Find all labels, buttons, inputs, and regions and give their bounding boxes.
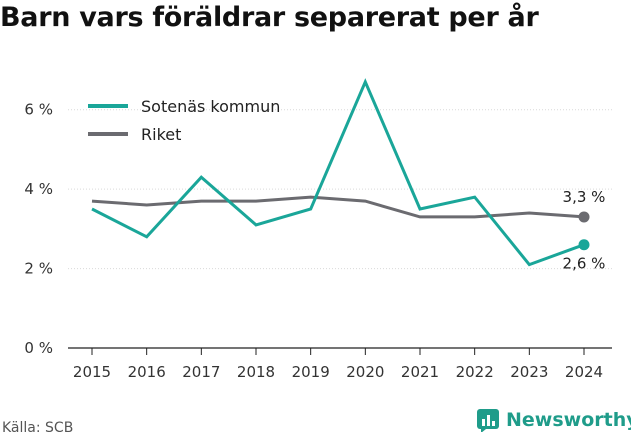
series-end-point	[578, 239, 590, 251]
series-lines	[91, 78, 590, 267]
series-line-soten-s-kommun	[91, 78, 585, 267]
gridlines	[68, 109, 612, 349]
axes: 0 % 2 % 4 % 6 % 2015 2016 2017 2018 2019 2020 2021…	[24, 101, 603, 381]
end-value-label: 3,3 %	[563, 188, 606, 206]
series-end-point	[578, 211, 590, 223]
brand-logo: Newsworthy	[476, 408, 631, 432]
brand-name: Newsworthy	[506, 409, 631, 431]
y-tick-label: 6 %	[24, 101, 53, 119]
series-line-riket	[91, 195, 585, 219]
x-tick-label: 2020	[346, 363, 384, 381]
x-tick-label: 2017	[182, 363, 220, 381]
y-tick-label: 2 %	[24, 260, 53, 278]
y-tick-label: 0 %	[24, 339, 53, 357]
x-tick-label: 2019	[292, 363, 330, 381]
legend: Sotenäs kommun Riket	[88, 97, 280, 144]
end-value-label: 2,6 %	[563, 255, 606, 273]
newsworthy-logo-icon	[477, 409, 499, 432]
x-tick-label: 2016	[128, 363, 166, 381]
chart-title: Barn vars föräldrar separerat per år	[0, 2, 539, 33]
legend-label: Riket	[141, 125, 181, 144]
x-tick-label: 2024	[565, 363, 603, 381]
x-tick-label: 2015	[73, 363, 111, 381]
x-tick-label: 2023	[510, 363, 548, 381]
y-tick-label: 4 %	[24, 180, 53, 198]
legend-label: Sotenäs kommun	[141, 97, 280, 116]
x-tick-label: 2018	[237, 363, 275, 381]
end-labels: 2,6 % 3,3 %	[563, 188, 606, 273]
x-tick-label: 2021	[401, 363, 439, 381]
x-tick-label: 2022	[456, 363, 494, 381]
source-note: Källa: SCB	[2, 420, 74, 436]
